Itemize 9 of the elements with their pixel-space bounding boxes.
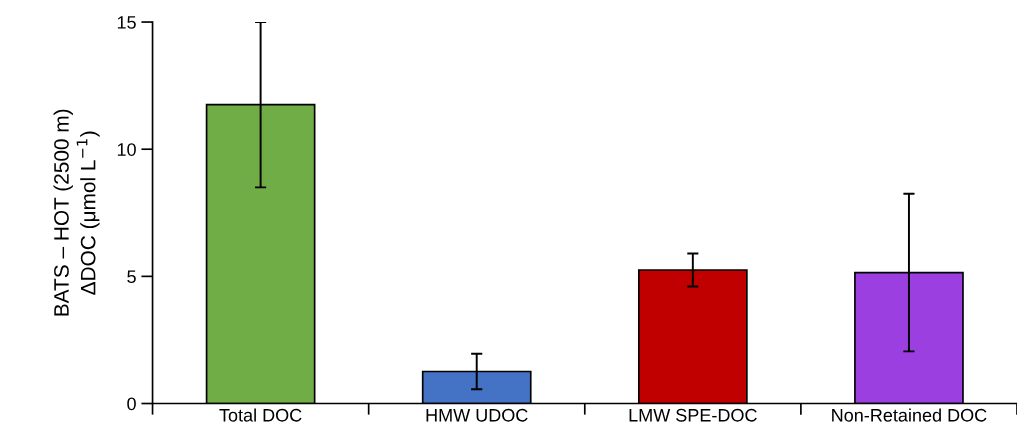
- x-tick-label: Total DOC: [219, 408, 302, 422]
- y-tick-label: 15: [117, 16, 136, 29]
- y-tick-label: 0: [127, 397, 136, 411]
- y-tick-label: 5: [127, 270, 136, 284]
- y-tick-label: 10: [117, 143, 136, 156]
- x-tick-label: Non-Retained DOC: [832, 408, 987, 422]
- y-axis-title: BATS – HOT (2500 m) ΔDOC (μmol L$^{−1}$): [53, 109, 100, 316]
- x-tick-label: LMW SPE-DOC: [629, 408, 757, 422]
- x-tick-label: HMW UDOC: [426, 408, 528, 422]
